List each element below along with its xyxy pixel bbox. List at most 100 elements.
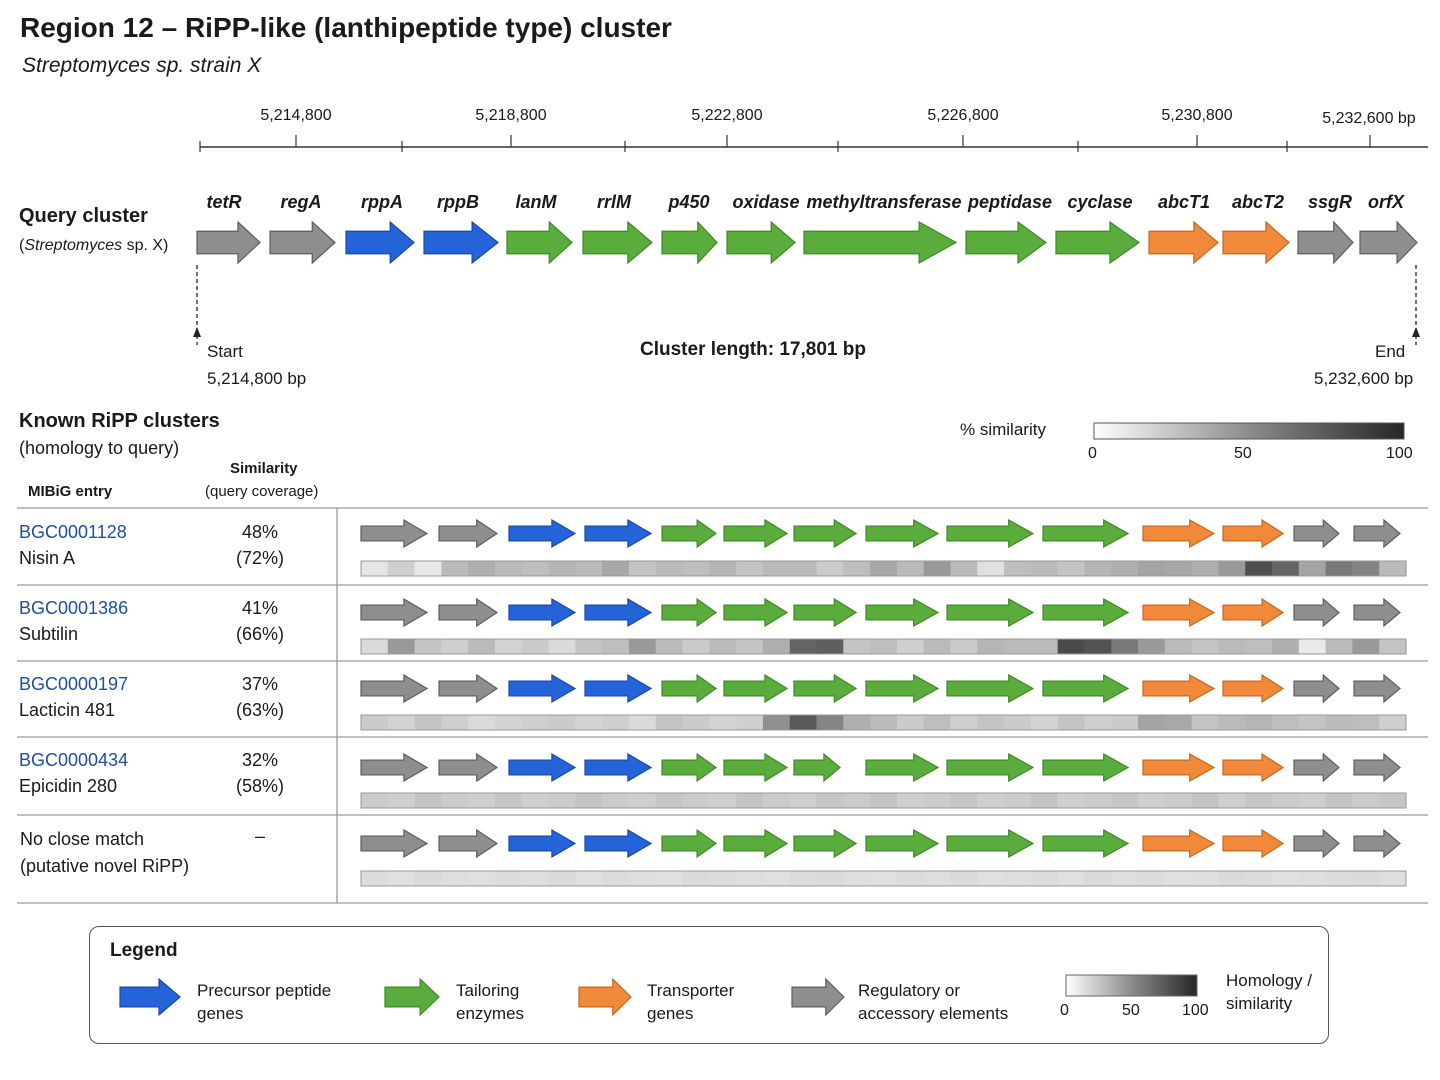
query-gene-labels: tetR regA rppA rppB lanM rrlM p450 oxidase methy… bbox=[207, 192, 1405, 212]
heatmap-cell bbox=[494, 639, 523, 654]
heatmap-cell bbox=[923, 561, 952, 576]
heatmap-cell bbox=[977, 561, 1005, 576]
heatmap-cell bbox=[414, 639, 442, 654]
row-gene-arrow bbox=[584, 752, 653, 783]
row-3-entry-id[interactable]: BGC0000197 bbox=[19, 674, 129, 694]
heatmap-cell bbox=[655, 871, 684, 886]
legend-regulatory-arrow bbox=[791, 977, 845, 1017]
heatmap-cell bbox=[789, 561, 818, 576]
row-gene-arrow bbox=[1142, 673, 1216, 704]
heatmap-cell bbox=[1191, 871, 1220, 886]
heatmap-cell bbox=[709, 561, 737, 576]
heatmap-cell bbox=[1245, 871, 1273, 886]
start-arrowhead bbox=[193, 327, 201, 337]
heatmap-cell bbox=[762, 793, 791, 808]
heatmap-cell bbox=[762, 871, 791, 886]
row-gene-arrow bbox=[1042, 752, 1130, 783]
row-gene-arrow bbox=[865, 518, 940, 549]
heatmap-cell bbox=[387, 715, 416, 730]
heatmap-cell bbox=[1218, 793, 1246, 808]
heatmap-cell bbox=[361, 639, 389, 654]
row-gene-arrow bbox=[1142, 828, 1216, 859]
gene-arrow-regA bbox=[269, 220, 336, 265]
row-3-coverage: (63%) bbox=[235, 700, 284, 720]
heatmap-cell bbox=[1084, 715, 1112, 730]
row-1-entry-id[interactable]: BGC0001128 bbox=[19, 522, 127, 542]
heatmap-cell bbox=[655, 793, 684, 808]
row-gene-arrow bbox=[1142, 752, 1216, 783]
row-4-entry-id[interactable]: BGC0000434 bbox=[19, 750, 129, 770]
heatmap-cell bbox=[1352, 561, 1380, 576]
heatmap-cell bbox=[950, 793, 978, 808]
heatmap-cell bbox=[602, 561, 630, 576]
legend-homology-scale-bar bbox=[1065, 974, 1198, 997]
row-2-entry-id[interactable]: BGC0001386 bbox=[19, 598, 129, 618]
row-gene-arrow bbox=[1142, 518, 1216, 549]
row-1-similarity: 48% bbox=[241, 522, 279, 542]
heatmap-cell bbox=[1379, 639, 1407, 654]
gene-arrow-rrlM bbox=[582, 220, 653, 265]
heatmap-cell bbox=[628, 793, 657, 808]
row-gene-arrow bbox=[723, 518, 789, 549]
heatmap-cell bbox=[896, 639, 925, 654]
homology-row-1 bbox=[360, 518, 1407, 577]
row-gene-arrow bbox=[1222, 673, 1285, 704]
end-label: End bbox=[1375, 342, 1406, 361]
known-clusters-subtitle: (homology to query) bbox=[19, 438, 180, 458]
gene-label-orfX: orfX bbox=[1368, 192, 1405, 212]
heatmap-cell bbox=[950, 639, 978, 654]
similarity-scale-bar bbox=[1093, 422, 1405, 440]
heatmap-cell bbox=[1004, 871, 1032, 886]
heatmap-cell bbox=[1325, 561, 1354, 576]
heatmap-cell bbox=[1164, 561, 1193, 576]
row-5-similarity: – bbox=[254, 826, 265, 846]
heatmap-cell bbox=[1084, 639, 1112, 654]
heatmap-cell bbox=[736, 639, 764, 654]
heatmap-cell bbox=[816, 871, 844, 886]
heatmap-cell bbox=[468, 793, 496, 808]
heatmap-cell bbox=[1272, 871, 1300, 886]
row-gene-arrow bbox=[1222, 752, 1285, 783]
heatmap-cell bbox=[789, 793, 818, 808]
row-gene-arrow bbox=[360, 828, 429, 859]
heatmap-cell bbox=[1138, 639, 1166, 654]
column-header-coverage: (query coverage) bbox=[205, 483, 319, 500]
row-gene-arrow bbox=[793, 828, 858, 859]
gene-arrow-lanM bbox=[506, 220, 573, 265]
row-1-coverage: (72%) bbox=[235, 548, 284, 568]
legend-tailoring-text: Tailoring enzymes bbox=[456, 981, 525, 1023]
row-gene-arrow bbox=[360, 597, 429, 628]
heatmap-cell bbox=[1325, 871, 1354, 886]
heatmap-cell bbox=[1379, 715, 1407, 730]
gene-label-ssgR: ssgR bbox=[1308, 192, 1352, 212]
row-gene-arrow bbox=[1042, 597, 1130, 628]
row-gene-arrow bbox=[1222, 597, 1285, 628]
heatmap-cell bbox=[923, 871, 952, 886]
legend-precursor-arrow bbox=[119, 977, 181, 1017]
heatmap-cell bbox=[628, 561, 657, 576]
heatmap-cell bbox=[521, 871, 550, 886]
row-gene-arrow bbox=[584, 673, 653, 704]
heatmap-cell bbox=[789, 639, 818, 654]
heatmap-cell bbox=[1245, 561, 1273, 576]
heatmap-cell bbox=[709, 639, 737, 654]
gene-arrow-oxidase bbox=[726, 220, 796, 265]
heatmap-cell bbox=[736, 561, 764, 576]
gene-label-rrlM: rrlM bbox=[597, 192, 632, 212]
heatmap-cell bbox=[521, 715, 550, 730]
heatmap-cell bbox=[682, 715, 710, 730]
heatmap-cell bbox=[950, 871, 978, 886]
heatmap-cell bbox=[1084, 793, 1112, 808]
heatmap-cell bbox=[1004, 639, 1032, 654]
gene-label-tetR: tetR bbox=[207, 192, 242, 212]
heatmap-cell bbox=[682, 871, 710, 886]
row-gene-arrow bbox=[946, 752, 1035, 783]
heatmap-cell bbox=[521, 561, 550, 576]
heatmap-cell bbox=[709, 793, 737, 808]
heatmap-cell bbox=[361, 561, 389, 576]
heatmap-cell bbox=[1057, 715, 1086, 730]
heatmap-cell bbox=[682, 639, 710, 654]
heatmap-cell bbox=[709, 871, 737, 886]
ruler-tick-label: 5,218,800 bbox=[475, 107, 546, 124]
